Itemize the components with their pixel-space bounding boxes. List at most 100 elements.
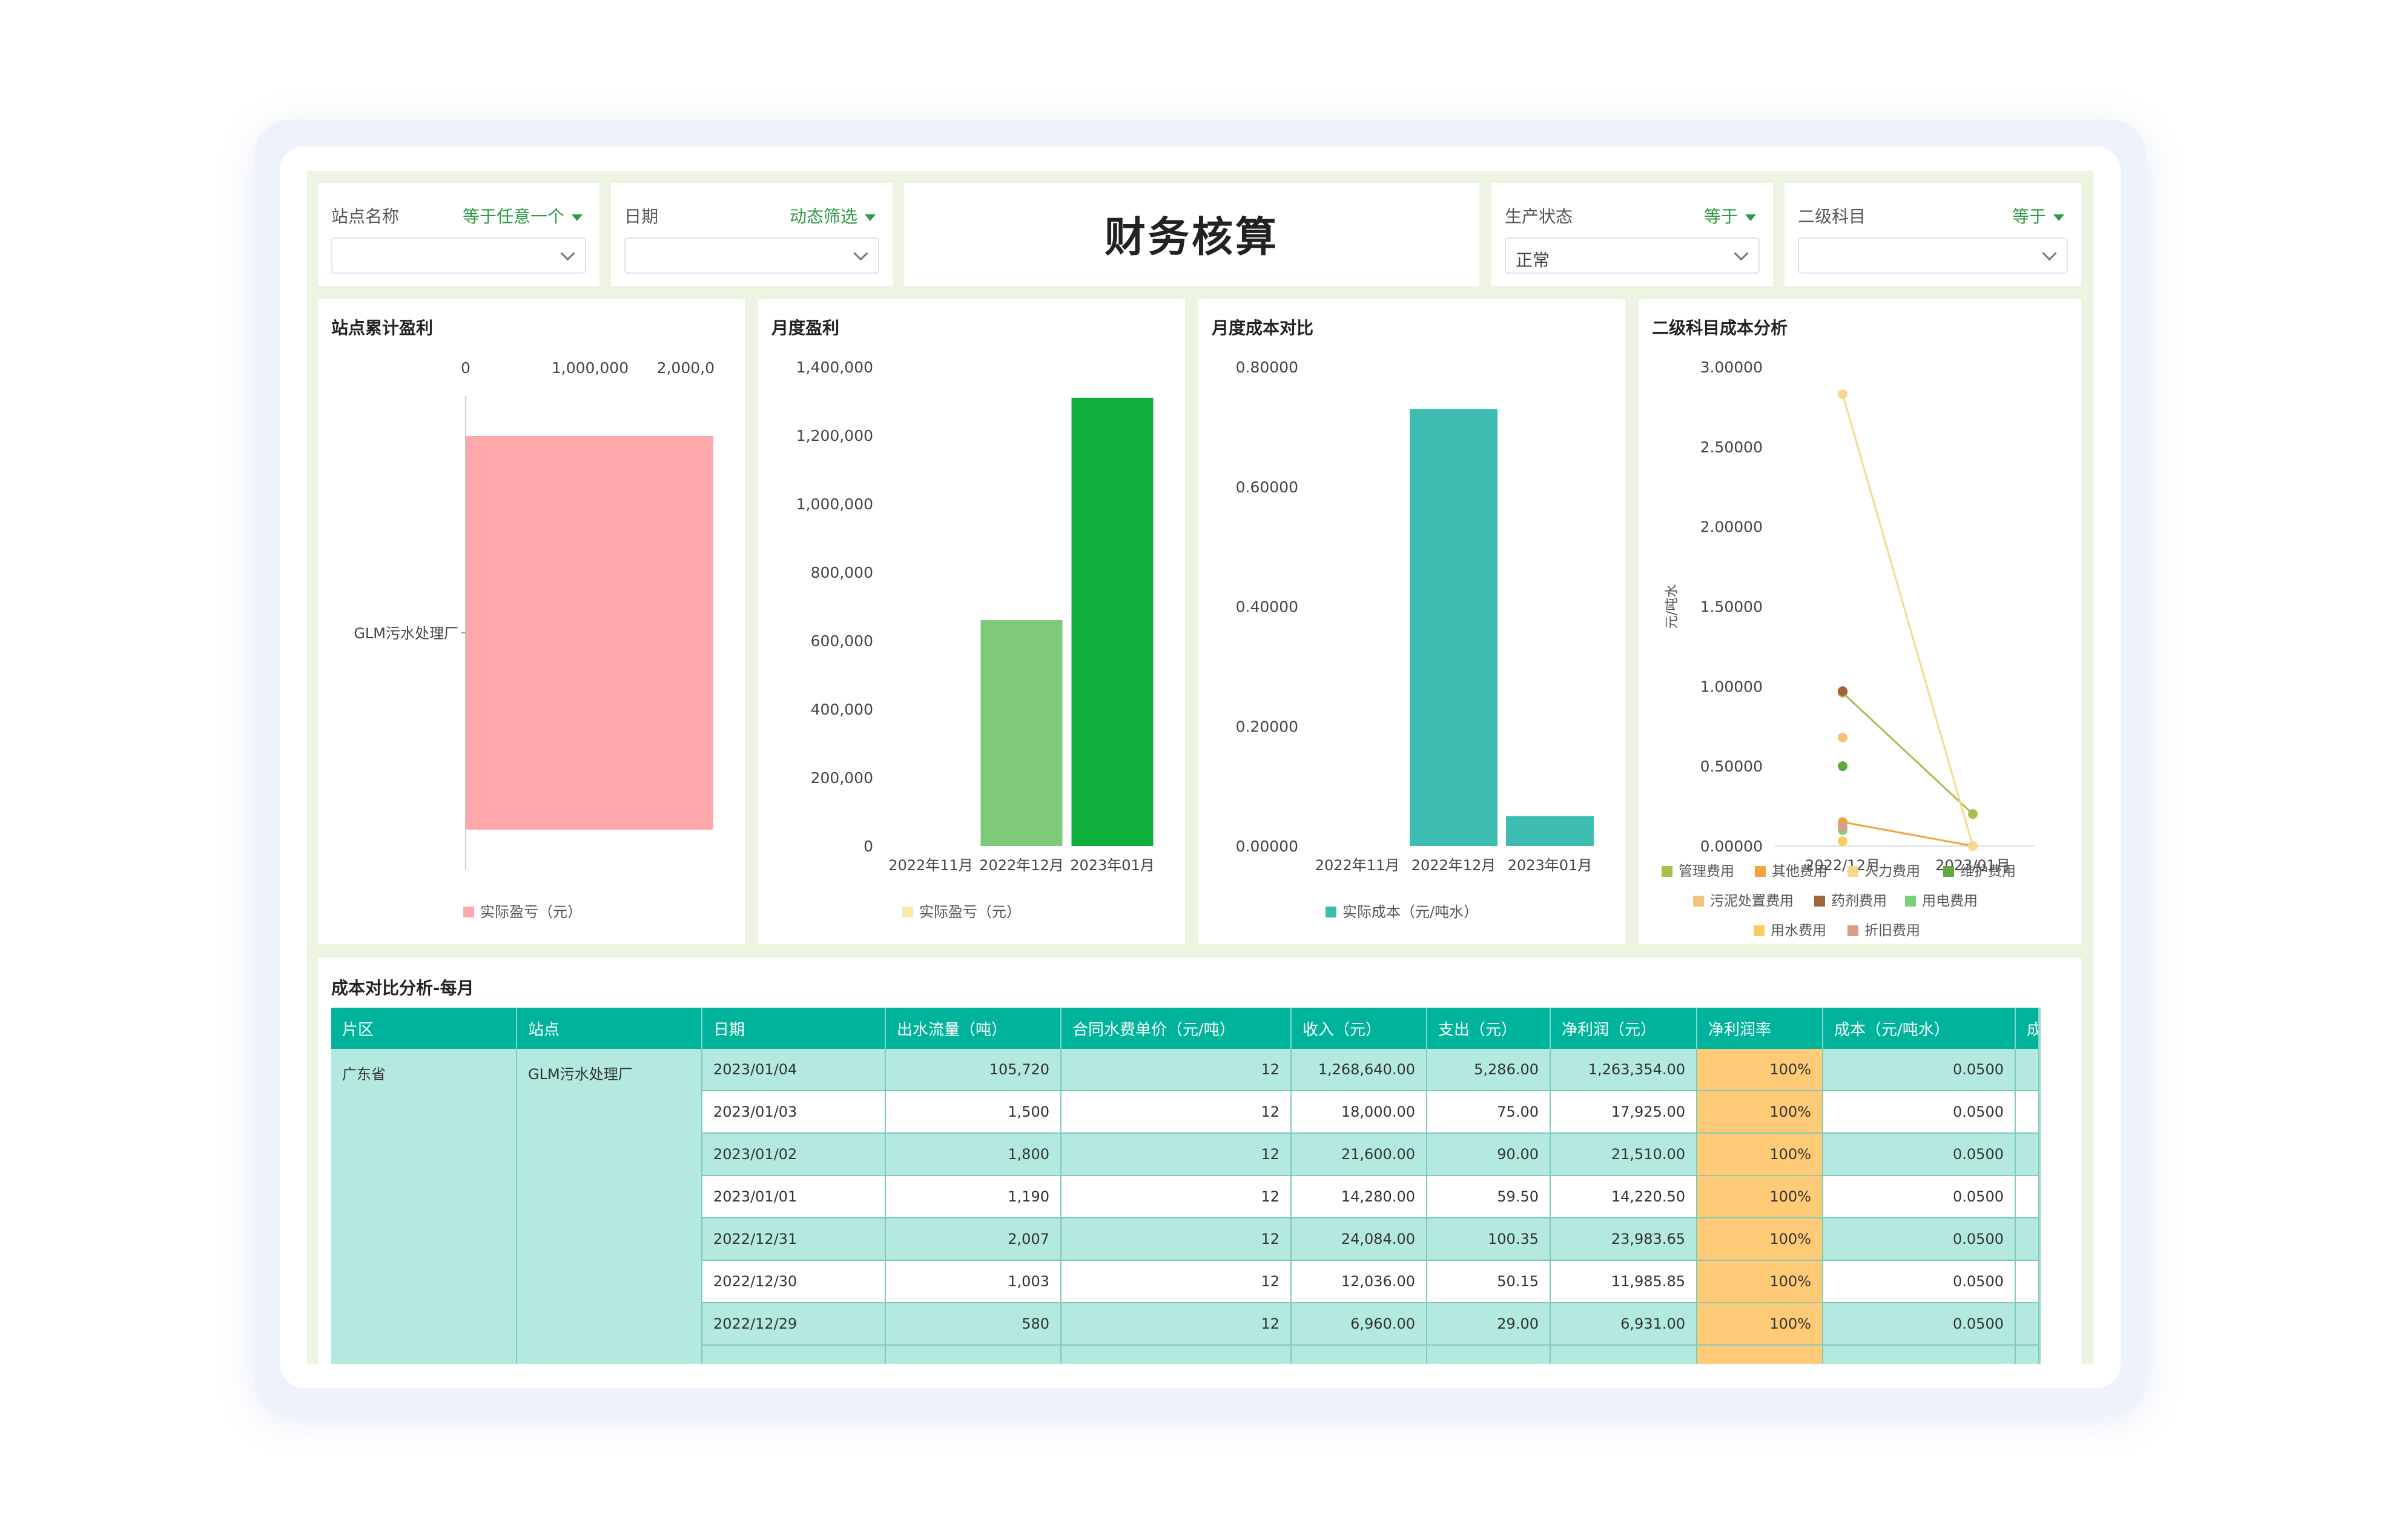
profit-cell: 21,510.00 [1550, 1133, 1697, 1176]
data-point [1968, 841, 1978, 851]
y-axis-label: 元/吨水 [1665, 584, 1680, 629]
filter-site-name: 站点名称 等于任意一个 [318, 183, 599, 286]
income-cell: 1,268,640.00 [1291, 1049, 1427, 1091]
table-row[interactable] [331, 1345, 2039, 1364]
legend-label: 实际盈亏（元） [919, 904, 1021, 920]
filter-mode-dropdown[interactable]: 动态筛选 [790, 203, 876, 228]
table-header-row: 片区 站点 日期 出水流量（吨） 合同水费单价（元/吨） 收入（元） 支出（元） 净利润（元）… [331, 1008, 2039, 1049]
table-row[interactable]: 2022/12/30 1,003 12 12,036.00 50.15 11,985.85… [331, 1260, 2039, 1303]
flow-cell: 2,007 [885, 1218, 1062, 1261]
price-cell: 12 [1061, 1175, 1292, 1218]
filter-secondary-subject: 二级科目 等于 [1785, 183, 2081, 286]
dashboard: 站点名称 等于任意一个 日期 动态筛选 财务核算 生产状态 等于 正常 二级科目… [307, 171, 2093, 1364]
bar [980, 620, 1063, 846]
x-tick-label: 2,000,0 [657, 359, 715, 377]
legend-swatch [1943, 866, 1954, 877]
empty-cell [702, 1345, 886, 1364]
empty-cell [1061, 1345, 1292, 1364]
overflow-cell [2015, 1218, 2039, 1261]
cost-cell: 0.0500 [1823, 1175, 2016, 1218]
table-row[interactable]: 2023/01/01 1,190 12 14,280.00 59.50 14,220.50… [331, 1175, 2039, 1218]
chart-card-monthly-profit: 月度盈利 0 200,000 400,000 600,000 800,000 1,000,… [758, 299, 1185, 944]
column-header[interactable]: 片区 [331, 1008, 517, 1049]
monthly-cost-chart: 0.00000 0.20000 0.40000 0.60000 0.80000 2022年… [1236, 359, 1594, 920]
y-tick-label: 0.00000 [1700, 838, 1763, 855]
x-tick-label: 2022年11月 [1315, 857, 1400, 874]
expense-cell: 75.00 [1427, 1091, 1551, 1134]
overflow-cell [2015, 1303, 2039, 1346]
title-card: 财务核算 [904, 183, 1479, 286]
legend-label: 药剂费用 [1831, 893, 1887, 909]
site-name-select[interactable] [331, 237, 586, 274]
price-cell: 12 [1061, 1260, 1292, 1303]
table-row[interactable]: 广东省 GLM污水处理厂 2023/01/04 105,720 12 1,268,640.… [331, 1049, 2039, 1364]
legend-swatch [1693, 896, 1704, 907]
y-tick-label: 0.20000 [1236, 718, 1298, 735]
data-point [1838, 686, 1847, 696]
chevron-down-icon [853, 246, 868, 261]
flow-cell: 1,003 [885, 1260, 1062, 1303]
chart-card-secondary-subject-cost: 二级科目成本分析 0.00000 0.50000 1.00000 1.50000 2.0… [1639, 299, 2081, 944]
date-cell: 2023/01/04 [702, 1049, 886, 1091]
column-header[interactable]: 日期 [702, 1008, 886, 1049]
column-header[interactable]: 净利润（元） [1550, 1008, 1697, 1049]
column-header[interactable]: 合同水费单价（元/吨） [1061, 1008, 1292, 1049]
table-title: 成本对比分析-每月 [331, 978, 474, 998]
rate-cell: 100% [1697, 1049, 1823, 1091]
column-header[interactable]: 收入（元） [1291, 1008, 1427, 1049]
empty-cell [885, 1345, 1062, 1364]
table-row[interactable]: 2022/12/31 2,007 12 24,084.00 100.35 23,983.6… [331, 1218, 2039, 1261]
price-cell: 12 [1061, 1091, 1292, 1134]
legend-label: 维护费用 [1960, 864, 2016, 879]
legend-swatch [902, 907, 913, 917]
filter-mode-dropdown[interactable]: 等于任意一个 [463, 203, 583, 228]
profit-cell: 14,220.50 [1550, 1175, 1697, 1218]
legend-label: 用水费用 [1771, 923, 1826, 939]
column-header[interactable]: 成本（元/吨水） [1823, 1008, 2016, 1049]
bar [1071, 397, 1154, 846]
empty-cell [1427, 1345, 1551, 1364]
table-vertical-scrollbar[interactable] [2039, 1008, 2050, 1364]
bar [466, 436, 713, 830]
chart-card-monthly-cost: 月度成本对比 0.00000 0.20000 0.40000 0.60000 0.800… [1198, 299, 1625, 944]
date-cell: 2022/12/30 [702, 1260, 886, 1303]
column-header[interactable]: 支出（元） [1427, 1008, 1551, 1049]
table-row[interactable]: 2022/12/29 580 12 6,960.00 29.00 6,931.00 100%… [331, 1303, 2039, 1346]
filter-mode-dropdown[interactable]: 等于 [1704, 203, 1756, 228]
chart-title: 二级科目成本分析 [1652, 318, 1788, 338]
filter-label: 生产状态 [1505, 207, 1573, 226]
series-line [1841, 692, 1974, 815]
column-header[interactable]: 出水流量（吨） [885, 1008, 1062, 1049]
column-header[interactable]: 成本 [2015, 1008, 2039, 1049]
filter-mode-dropdown[interactable]: 等于 [2012, 203, 2064, 228]
table-row[interactable]: 2023/01/03 1,500 12 18,000.00 75.00 17,925.00… [331, 1091, 2039, 1134]
table-row[interactable]: 2023/01/02 1,800 12 21,600.00 90.00 21,510.00… [331, 1133, 2039, 1176]
expense-cell: 29.00 [1427, 1303, 1551, 1346]
date-cell: 2023/01/03 [702, 1091, 886, 1134]
date-select[interactable] [624, 237, 879, 274]
overflow-cell [2015, 1049, 2039, 1091]
x-tick-label: 1,000,000 [552, 359, 629, 377]
column-header[interactable]: 净利润率 [1697, 1008, 1823, 1049]
legend-label: 污泥处置费用 [1710, 893, 1794, 909]
empty-cell [1823, 1345, 2016, 1364]
table-card: 成本对比分析-每月 片区 站点 日期 出水流量（吨） 合同水费单价（元/吨） 收入（元）支… [318, 958, 2081, 1364]
chevron-down-icon [1734, 246, 1749, 261]
chart-title: 月度成本对比 [1212, 318, 1314, 338]
x-tick-label: 0 [461, 359, 471, 377]
production-status-select[interactable]: 正常 [1505, 237, 1760, 274]
x-tick-label: 2022年12月 [1412, 857, 1496, 874]
rate-cell: 100% [1697, 1133, 1823, 1176]
secondary-subject-select[interactable] [1798, 237, 2068, 274]
rate-cell: 100% [1697, 1175, 1823, 1218]
bar [1410, 409, 1497, 846]
legend-label: 用电费用 [1922, 893, 1978, 909]
series-line [1842, 821, 1973, 847]
income-cell: 18,000.00 [1291, 1091, 1427, 1134]
column-header[interactable]: 站点 [517, 1008, 702, 1049]
y-tick-label: 2.00000 [1700, 518, 1763, 536]
overflow-cell [2015, 1175, 2039, 1218]
filter-label: 站点名称 [331, 207, 400, 226]
flow-cell: 1,800 [885, 1133, 1062, 1176]
cost-cell: 0.0500 [1823, 1260, 2016, 1303]
